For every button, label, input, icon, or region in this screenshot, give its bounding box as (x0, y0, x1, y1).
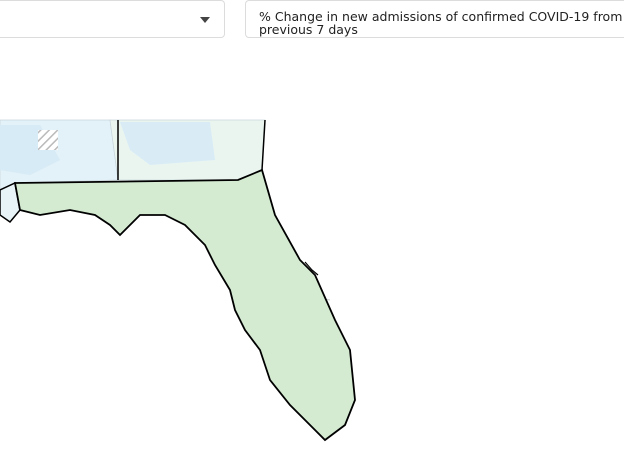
no-data-county (38, 130, 58, 150)
dropdown-caret[interactable] (200, 17, 210, 23)
cape-canaveral (304, 261, 319, 276)
state-border (117, 119, 266, 180)
alabama-coast (0, 181, 21, 224)
florida-outline (14, 169, 356, 441)
georgia-region (120, 122, 215, 165)
metric-dropdown[interactable]: % Change in new admissions of confirmed … (245, 0, 624, 38)
metric-label: % Change in new admissions of confirmed … (259, 9, 623, 37)
dropdown[interactable] (0, 0, 225, 38)
